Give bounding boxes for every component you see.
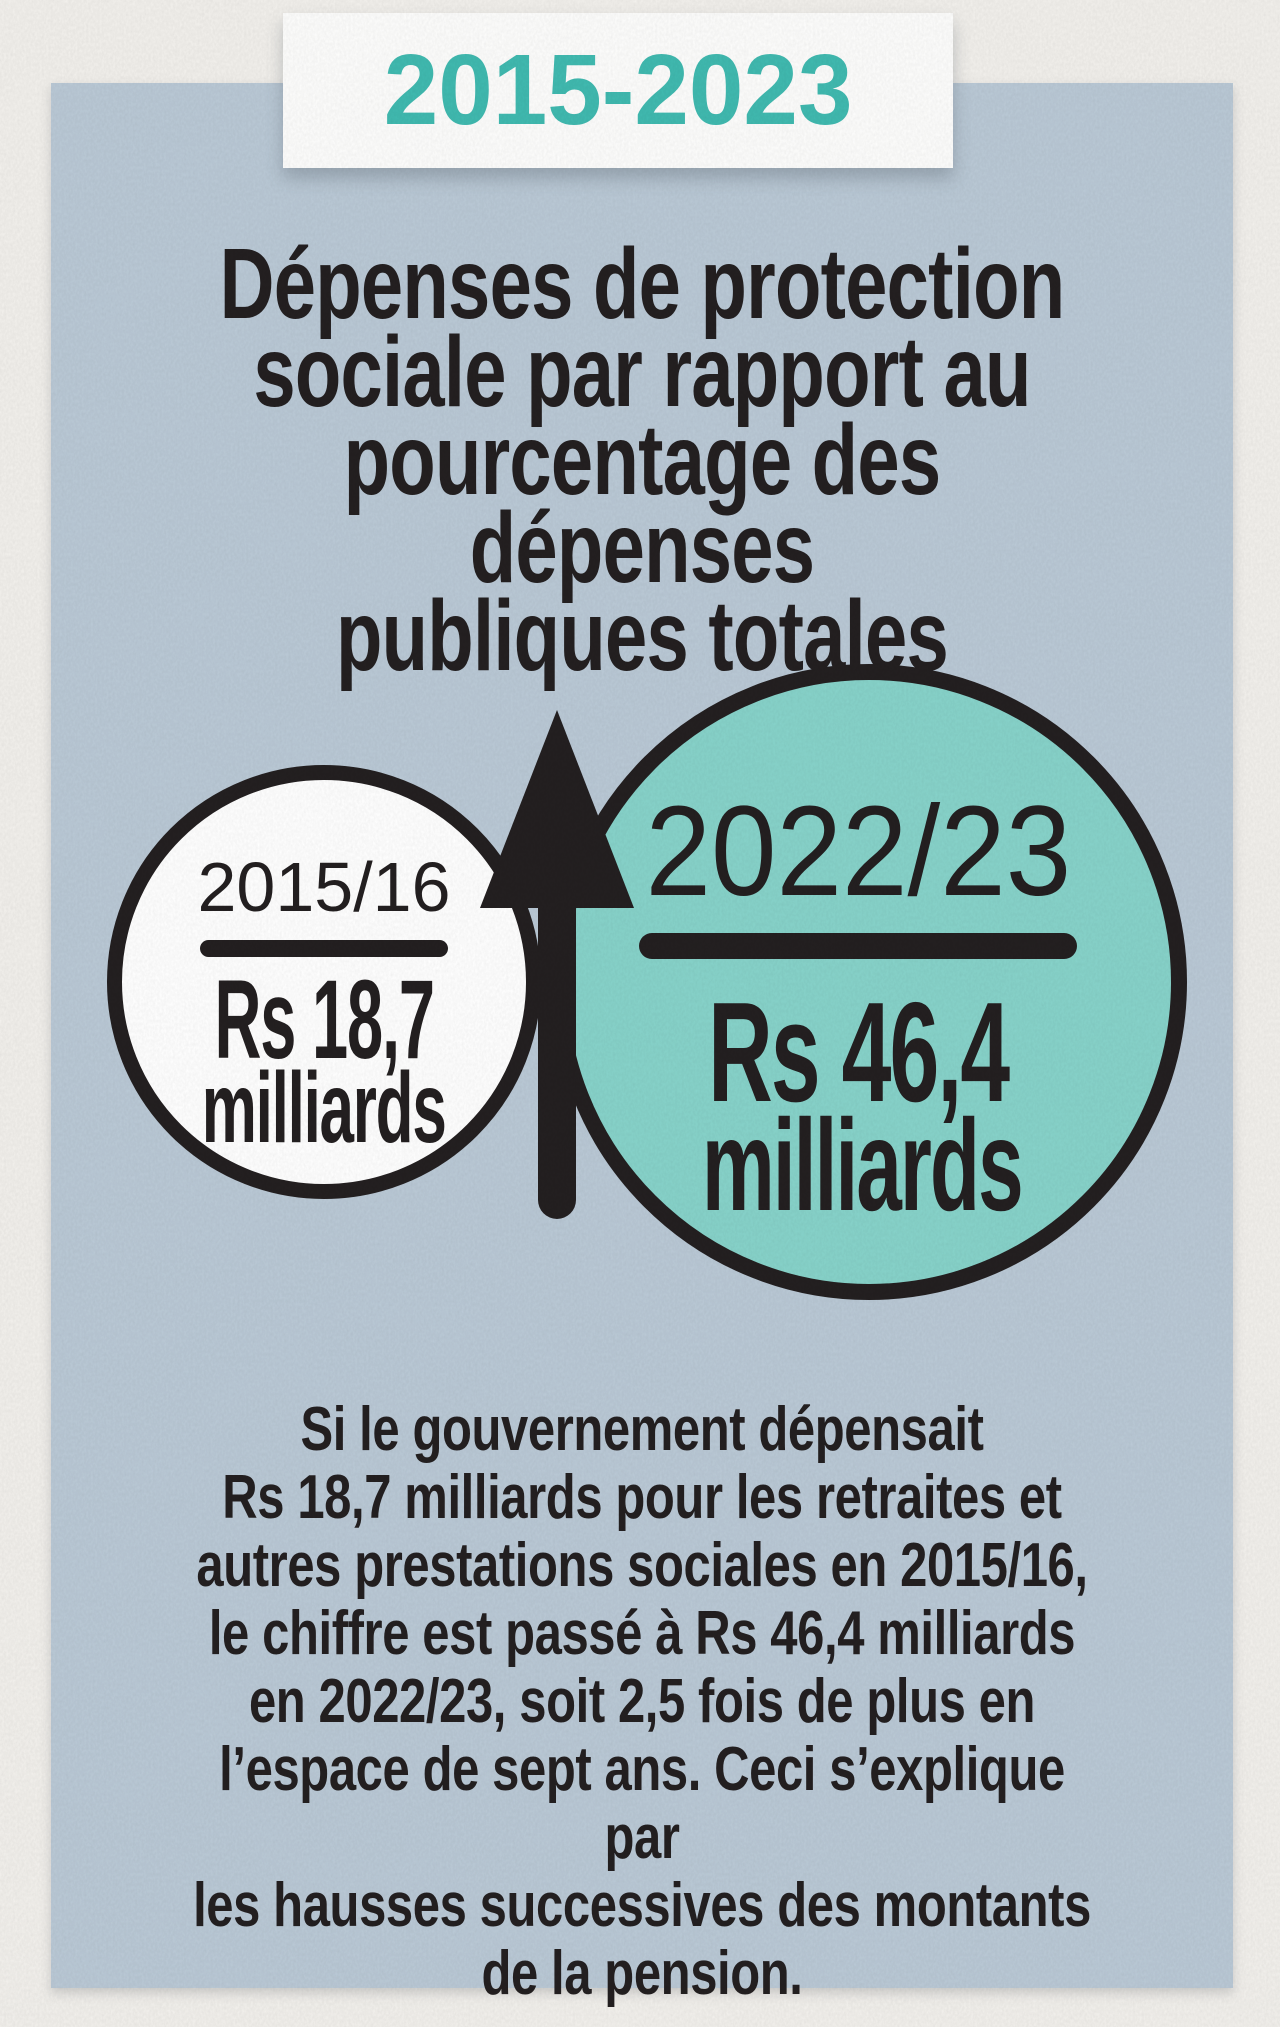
period-badge-label: 2015-2023 — [383, 34, 853, 146]
divider-bar-2022-23 — [639, 933, 1077, 959]
period-badge: 2015-2023 — [283, 13, 953, 168]
year-label-2022-23: 2022/23 — [645, 780, 1071, 923]
growth-arrow-icon — [480, 710, 634, 1219]
infographic-title: Dépenses de protection sociale par rappo… — [219, 228, 1066, 692]
unit-2022-23: milliards — [701, 1092, 1024, 1238]
description-text: Si le gouvernement dépensait Rs 18,7 mil… — [193, 1395, 1091, 2008]
divider-bar-2015-16 — [200, 940, 448, 957]
